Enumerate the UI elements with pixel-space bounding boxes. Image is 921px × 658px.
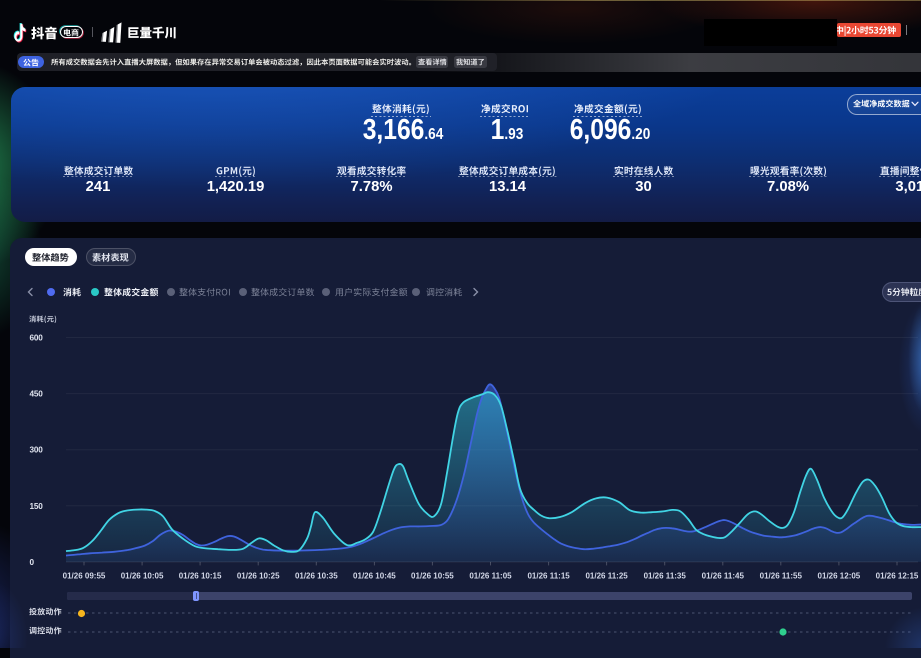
svg-text:150: 150 bbox=[30, 502, 44, 511]
svg-text:01/26 11:25: 01/26 11:25 bbox=[585, 572, 628, 581]
svg-text:01/26 11:15: 01/26 11:15 bbox=[527, 572, 570, 581]
svg-text:01/26 10:55: 01/26 10:55 bbox=[411, 572, 454, 581]
svg-text:01/26 11:45: 01/26 11:45 bbox=[702, 572, 745, 581]
svg-text:600: 600 bbox=[30, 334, 44, 343]
svg-text:0: 0 bbox=[30, 558, 35, 567]
svg-text:01/26 10:05: 01/26 10:05 bbox=[121, 572, 164, 581]
svg-text:01/26 10:45: 01/26 10:45 bbox=[353, 572, 396, 581]
svg-text:450: 450 bbox=[30, 390, 44, 399]
svg-text:01/26 11:35: 01/26 11:35 bbox=[644, 572, 687, 581]
svg-text:01/26 09:55: 01/26 09:55 bbox=[63, 572, 106, 581]
svg-text:01/26 12:05: 01/26 12:05 bbox=[818, 572, 861, 581]
svg-text:01/26 11:05: 01/26 11:05 bbox=[469, 572, 512, 581]
svg-text:01/26 10:15: 01/26 10:15 bbox=[179, 572, 222, 581]
svg-text:300: 300 bbox=[30, 446, 44, 455]
svg-text:01/26 10:25: 01/26 10:25 bbox=[237, 572, 280, 581]
svg-text:01/26 11:55: 01/26 11:55 bbox=[760, 572, 803, 581]
svg-text:01/26 12:15: 01/26 12:15 bbox=[876, 572, 919, 581]
svg-text:01/26 10:35: 01/26 10:35 bbox=[295, 572, 338, 581]
